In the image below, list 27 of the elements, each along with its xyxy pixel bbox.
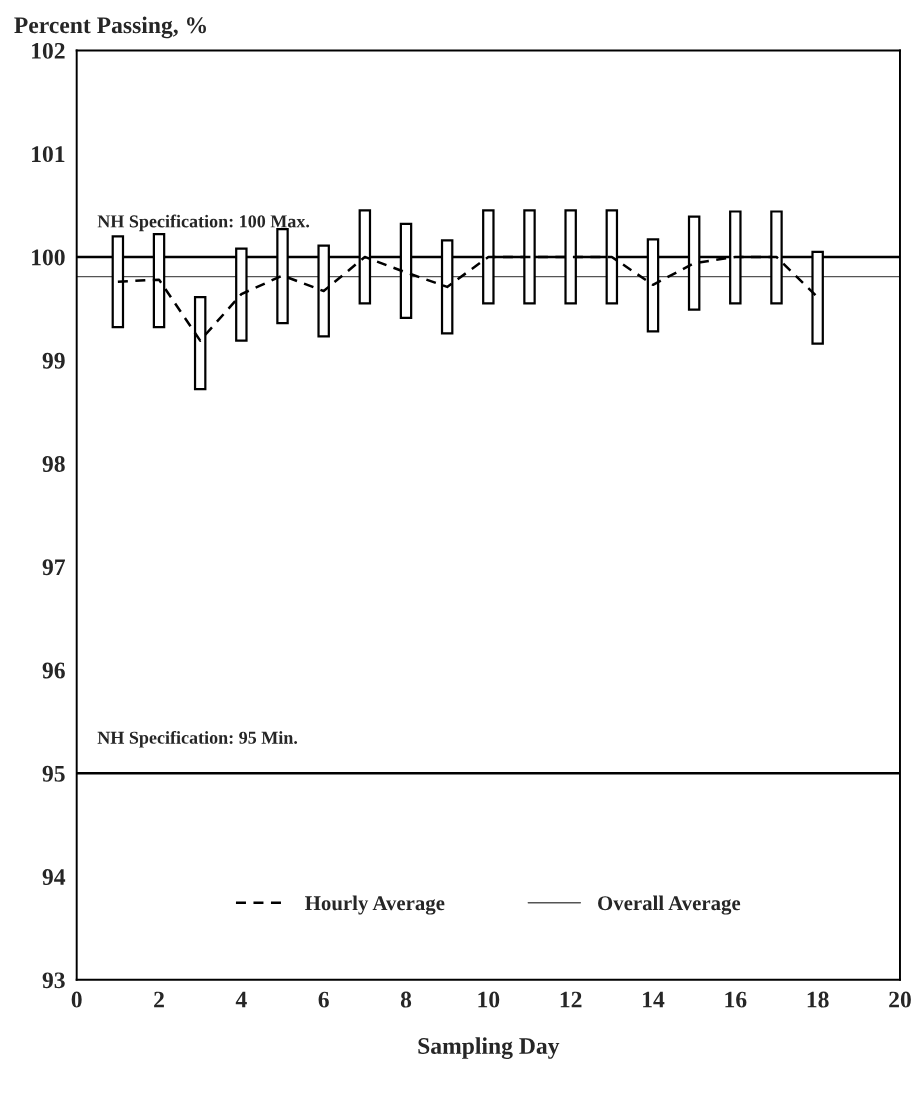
x-tick-label: 16 bbox=[725, 991, 747, 1008]
y-tick-label: 94 bbox=[42, 869, 66, 885]
x-tick-label: 10 bbox=[478, 991, 500, 1008]
y-tick-label: 100 bbox=[32, 249, 65, 266]
x-tick-label: 2 bbox=[154, 991, 164, 1008]
x-tick-label: 0 bbox=[71, 991, 82, 1008]
x-tick-label: 8 bbox=[400, 991, 412, 1008]
x-tick-label: 18 bbox=[807, 991, 829, 1008]
y-tick-label: 97 bbox=[42, 559, 66, 576]
legend-label: Overall Average bbox=[598, 895, 741, 915]
y-tick-label: 93 bbox=[42, 972, 65, 989]
ref-line-label: NH Specification: 95 Min. bbox=[97, 730, 298, 748]
x-tick-label: 6 bbox=[318, 991, 329, 1008]
x-tick-label: 4 bbox=[235, 991, 247, 1008]
legend-label: Hourly Average bbox=[305, 895, 445, 915]
y-tick-label: 101 bbox=[32, 146, 65, 163]
x-tick-label: 12 bbox=[560, 991, 582, 1008]
y-tick-label: 96 bbox=[42, 662, 65, 679]
y-tick-label: 98 bbox=[42, 455, 65, 472]
y-axis-title: Percent Passing, % bbox=[14, 16, 206, 39]
y-tick-label: 95 bbox=[42, 765, 65, 782]
x-tick-label: 14 bbox=[643, 991, 665, 1008]
x-tick-label: 20 bbox=[889, 991, 911, 1008]
x-axis-title: Sampling Day bbox=[418, 1037, 560, 1059]
ref-line-label: NH Specification: 100 Max. bbox=[97, 214, 310, 232]
y-tick-label: 102 bbox=[32, 42, 65, 59]
y-tick-label: 99 bbox=[42, 352, 65, 369]
